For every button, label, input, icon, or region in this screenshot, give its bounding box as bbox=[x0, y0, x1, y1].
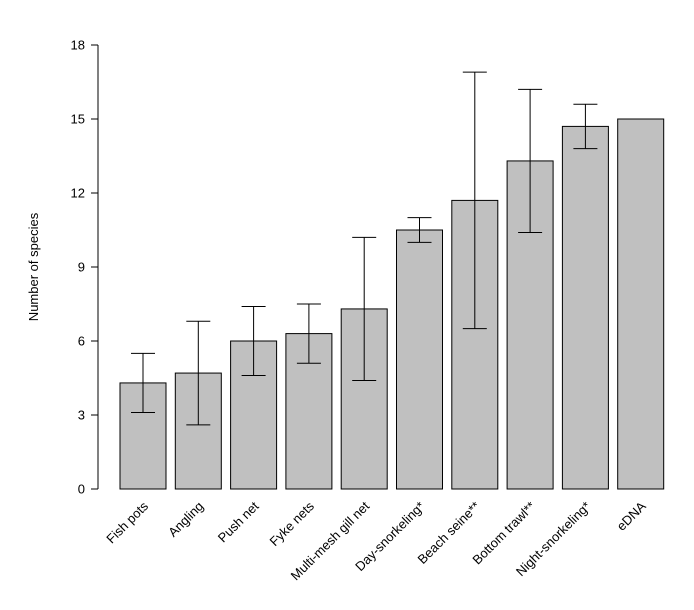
bars-group bbox=[119, 118, 665, 490]
bar bbox=[617, 118, 665, 490]
bar bbox=[561, 125, 609, 490]
y-tick-label: 18 bbox=[71, 38, 85, 53]
error-bars-group bbox=[131, 71, 598, 426]
y-tick-label: 6 bbox=[78, 334, 85, 349]
x-axis-labels: Fish pots Angling Push net Fyke netsMulti-m… bbox=[103, 498, 649, 583]
bar bbox=[396, 229, 443, 490]
y-tick-label: 3 bbox=[78, 408, 85, 423]
y-axis-title: Number of species bbox=[26, 212, 41, 321]
x-tick-label: eDNA bbox=[614, 498, 649, 533]
y-tick-label: 12 bbox=[71, 186, 85, 201]
bar bbox=[285, 333, 333, 490]
y-tick-label: 0 bbox=[78, 482, 85, 497]
x-tick-label: Push net bbox=[215, 498, 262, 545]
x-tick-label: Fish pots bbox=[103, 498, 151, 546]
x-tick-label: Fyke nets bbox=[267, 498, 318, 549]
y-tick-label: 15 bbox=[71, 112, 85, 127]
x-tick-label: Angling bbox=[165, 499, 206, 540]
y-tick-label: 9 bbox=[78, 260, 85, 275]
y-axis: 0 3 6 9 12 15 18 bbox=[71, 38, 99, 497]
